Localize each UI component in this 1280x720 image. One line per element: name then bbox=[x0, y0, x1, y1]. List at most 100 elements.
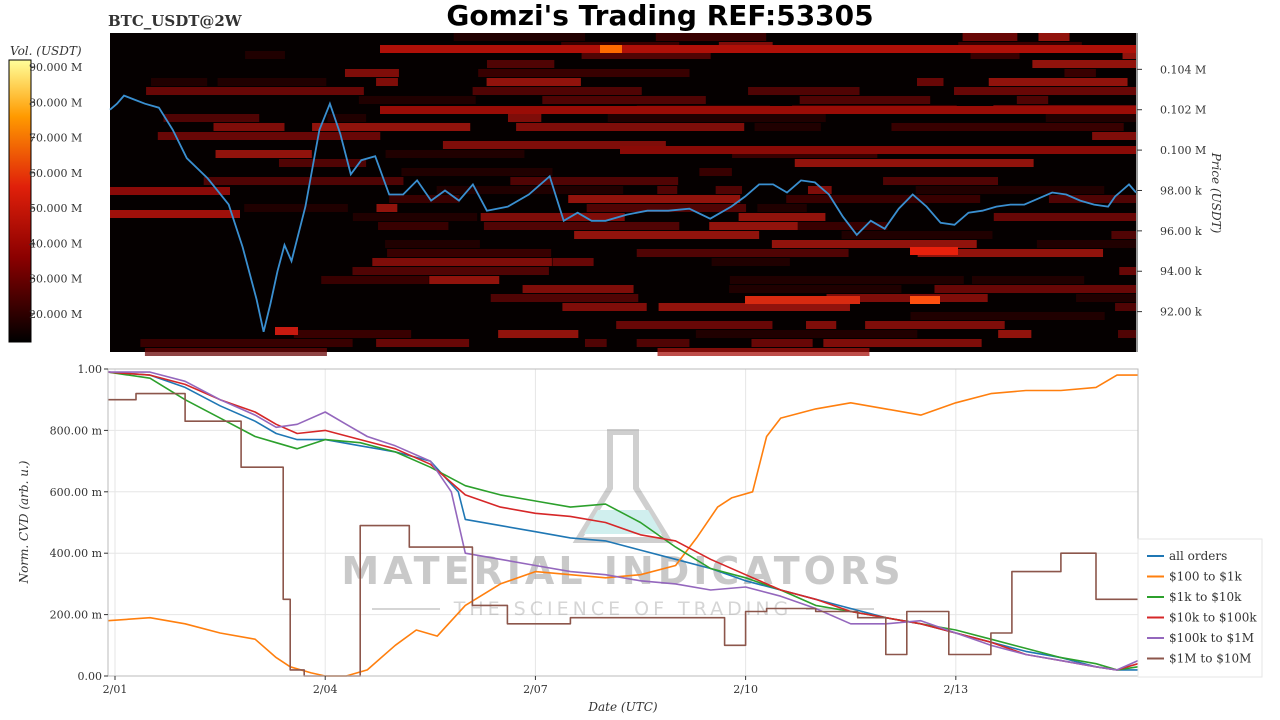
heatmap-band bbox=[321, 276, 429, 284]
heatmap-band bbox=[385, 150, 525, 158]
cvd-y-tick-label: 600.00 m bbox=[50, 486, 103, 499]
heatmap-band-highlight bbox=[620, 146, 1136, 154]
legend-label-100-to-1k: $100 to $1k bbox=[1169, 570, 1242, 584]
heatmap-band bbox=[1122, 51, 1136, 59]
heatmap-band bbox=[754, 123, 821, 131]
legend: all orders $100 to $1k $1k to $10k $10k to … bbox=[1137, 538, 1263, 678]
heatmap-band bbox=[797, 222, 888, 230]
heatmap-band bbox=[806, 321, 837, 329]
cvd-y-tick-label: 1.00 bbox=[78, 363, 103, 376]
heatmap-band bbox=[841, 231, 993, 239]
heatmap-band bbox=[510, 177, 679, 185]
price-tick-label: 0.100 M bbox=[1160, 144, 1206, 157]
price-tick-label: 0.102 M bbox=[1160, 104, 1206, 117]
heatmap-band bbox=[1038, 33, 1070, 41]
heatmap-band bbox=[552, 258, 594, 266]
heatmap-band-highlight bbox=[110, 210, 240, 218]
heatmap-band bbox=[910, 312, 1105, 320]
cvd-x-axis-label: Date (UTC) bbox=[587, 700, 657, 714]
heatmap-band bbox=[389, 195, 460, 203]
heatmap-band-highlight bbox=[380, 45, 1136, 53]
heatmap-band bbox=[429, 276, 500, 284]
heatmap-band bbox=[751, 339, 813, 347]
colorbar: Vol. (USDT) 20.000 M 30.000 M 40.000 M 50.0… bbox=[8, 44, 82, 343]
heatmap-band bbox=[738, 213, 826, 221]
heatmap-band bbox=[562, 303, 647, 311]
cvd-y-axis-label: Norm. CVD (arb. u.) bbox=[17, 460, 31, 584]
heatmap-band bbox=[498, 330, 579, 338]
heatmap-band bbox=[522, 285, 634, 293]
heatmap-band bbox=[1045, 114, 1136, 122]
heatmap-band bbox=[483, 222, 680, 230]
page-title: Gomzi's Trading REF:53305 bbox=[446, 0, 873, 32]
heatmap-band bbox=[385, 240, 480, 248]
heatmap-band bbox=[954, 87, 1136, 95]
heatmap-band bbox=[1036, 240, 1136, 248]
cvd-y-tick-label: 200.00 m bbox=[50, 609, 103, 622]
heatmap-band-highlight bbox=[275, 327, 298, 335]
heatmap-band-highlight bbox=[600, 45, 622, 53]
heatmap-band bbox=[358, 96, 476, 104]
heatmap-band bbox=[312, 123, 471, 131]
heatmap-panel: 92.00 k 94.00 k 96.00 k 98.00 k 0.100 M 0.102… bbox=[109, 33, 1223, 356]
heatmap-band bbox=[401, 168, 553, 176]
heatmap-band bbox=[581, 51, 711, 59]
heatmap-band bbox=[972, 276, 1085, 284]
symbol-label: BTC_USDT@2W bbox=[108, 12, 243, 30]
cvd-y-tick-label: 400.00 m bbox=[50, 547, 103, 560]
price-tick-label: 98.00 k bbox=[1160, 184, 1202, 197]
heatmap-band bbox=[478, 69, 690, 77]
heatmap-band bbox=[786, 195, 981, 203]
colorbar-ticks: 20.000 M 30.000 M 40.000 M 50.000 M 60.000 M… bbox=[29, 61, 82, 321]
colorbar-tick-label: 30.000 M bbox=[29, 273, 82, 286]
heatmap-band bbox=[771, 240, 977, 248]
heatmap-band bbox=[826, 294, 988, 302]
heatmap-band bbox=[883, 177, 998, 185]
cvd-y-tick-label: 800.00 m bbox=[50, 424, 103, 437]
colorbar-tick-label: 20.000 M bbox=[29, 308, 82, 321]
heatmap-band bbox=[1119, 267, 1136, 275]
colorbar-tick-label: 40.000 M bbox=[29, 237, 82, 250]
heatmap-band bbox=[472, 87, 642, 95]
heatmap-band bbox=[970, 51, 1020, 59]
price-axis-label: Price (USDT) bbox=[1209, 152, 1223, 234]
heatmap-band bbox=[352, 267, 549, 275]
heatmap-band bbox=[636, 339, 690, 347]
heatmap-band bbox=[711, 258, 790, 266]
heatmap-band bbox=[203, 177, 404, 185]
heatmap-band bbox=[748, 87, 860, 95]
heatmap-band bbox=[486, 60, 555, 68]
heatmap-band bbox=[729, 276, 964, 284]
watermark: MATERIAL INDICATORS THE SCIENCE OF TRADI… bbox=[341, 429, 901, 620]
heatmap-band bbox=[865, 321, 1005, 329]
heatmap-band-highlight bbox=[910, 247, 958, 255]
cvd-x-ticks: 2/01 2/04 2/07 2/10 2/13 bbox=[103, 676, 968, 696]
heatmap-band bbox=[376, 78, 398, 86]
series-line-1k-to-10k bbox=[107, 371, 1139, 671]
heatmap-band bbox=[436, 186, 624, 194]
cvd-series-lines bbox=[107, 371, 1139, 677]
colorbar-tick-label: 60.000 M bbox=[29, 167, 82, 180]
heatmap-band bbox=[442, 141, 666, 149]
colorbar-gradient bbox=[8, 59, 32, 343]
heatmap-band bbox=[516, 123, 745, 131]
heatmap-band bbox=[616, 321, 773, 329]
heatmap-band bbox=[376, 339, 470, 347]
price-tick-label: 96.00 k bbox=[1160, 225, 1202, 238]
heatmap-band bbox=[636, 249, 849, 257]
cvd-y-tick-label: 0.00 bbox=[78, 670, 103, 683]
price-axis-ticks: 92.00 k 94.00 k 96.00 k 98.00 k 0.100 M 0.102… bbox=[1137, 63, 1206, 319]
price-line bbox=[109, 94, 1137, 333]
heatmap-band bbox=[144, 348, 327, 356]
heatmap-band-highlight bbox=[745, 296, 860, 304]
heatmap-band bbox=[1076, 294, 1136, 302]
heatmap-band bbox=[490, 294, 639, 302]
heatmap-band bbox=[245, 51, 285, 59]
legend-label-all-orders: all orders bbox=[1169, 549, 1227, 563]
cvd-y-ticks: 0.00 200.00 m 400.00 m 600.00 m 800.00 m 1.00 bbox=[50, 363, 108, 683]
colorbar-tick-label: 90.000 M bbox=[29, 61, 82, 74]
heatmap-band bbox=[376, 204, 398, 212]
heatmap-band bbox=[278, 159, 367, 167]
heatmap-band bbox=[658, 303, 850, 311]
heatmap-band bbox=[998, 330, 1032, 338]
